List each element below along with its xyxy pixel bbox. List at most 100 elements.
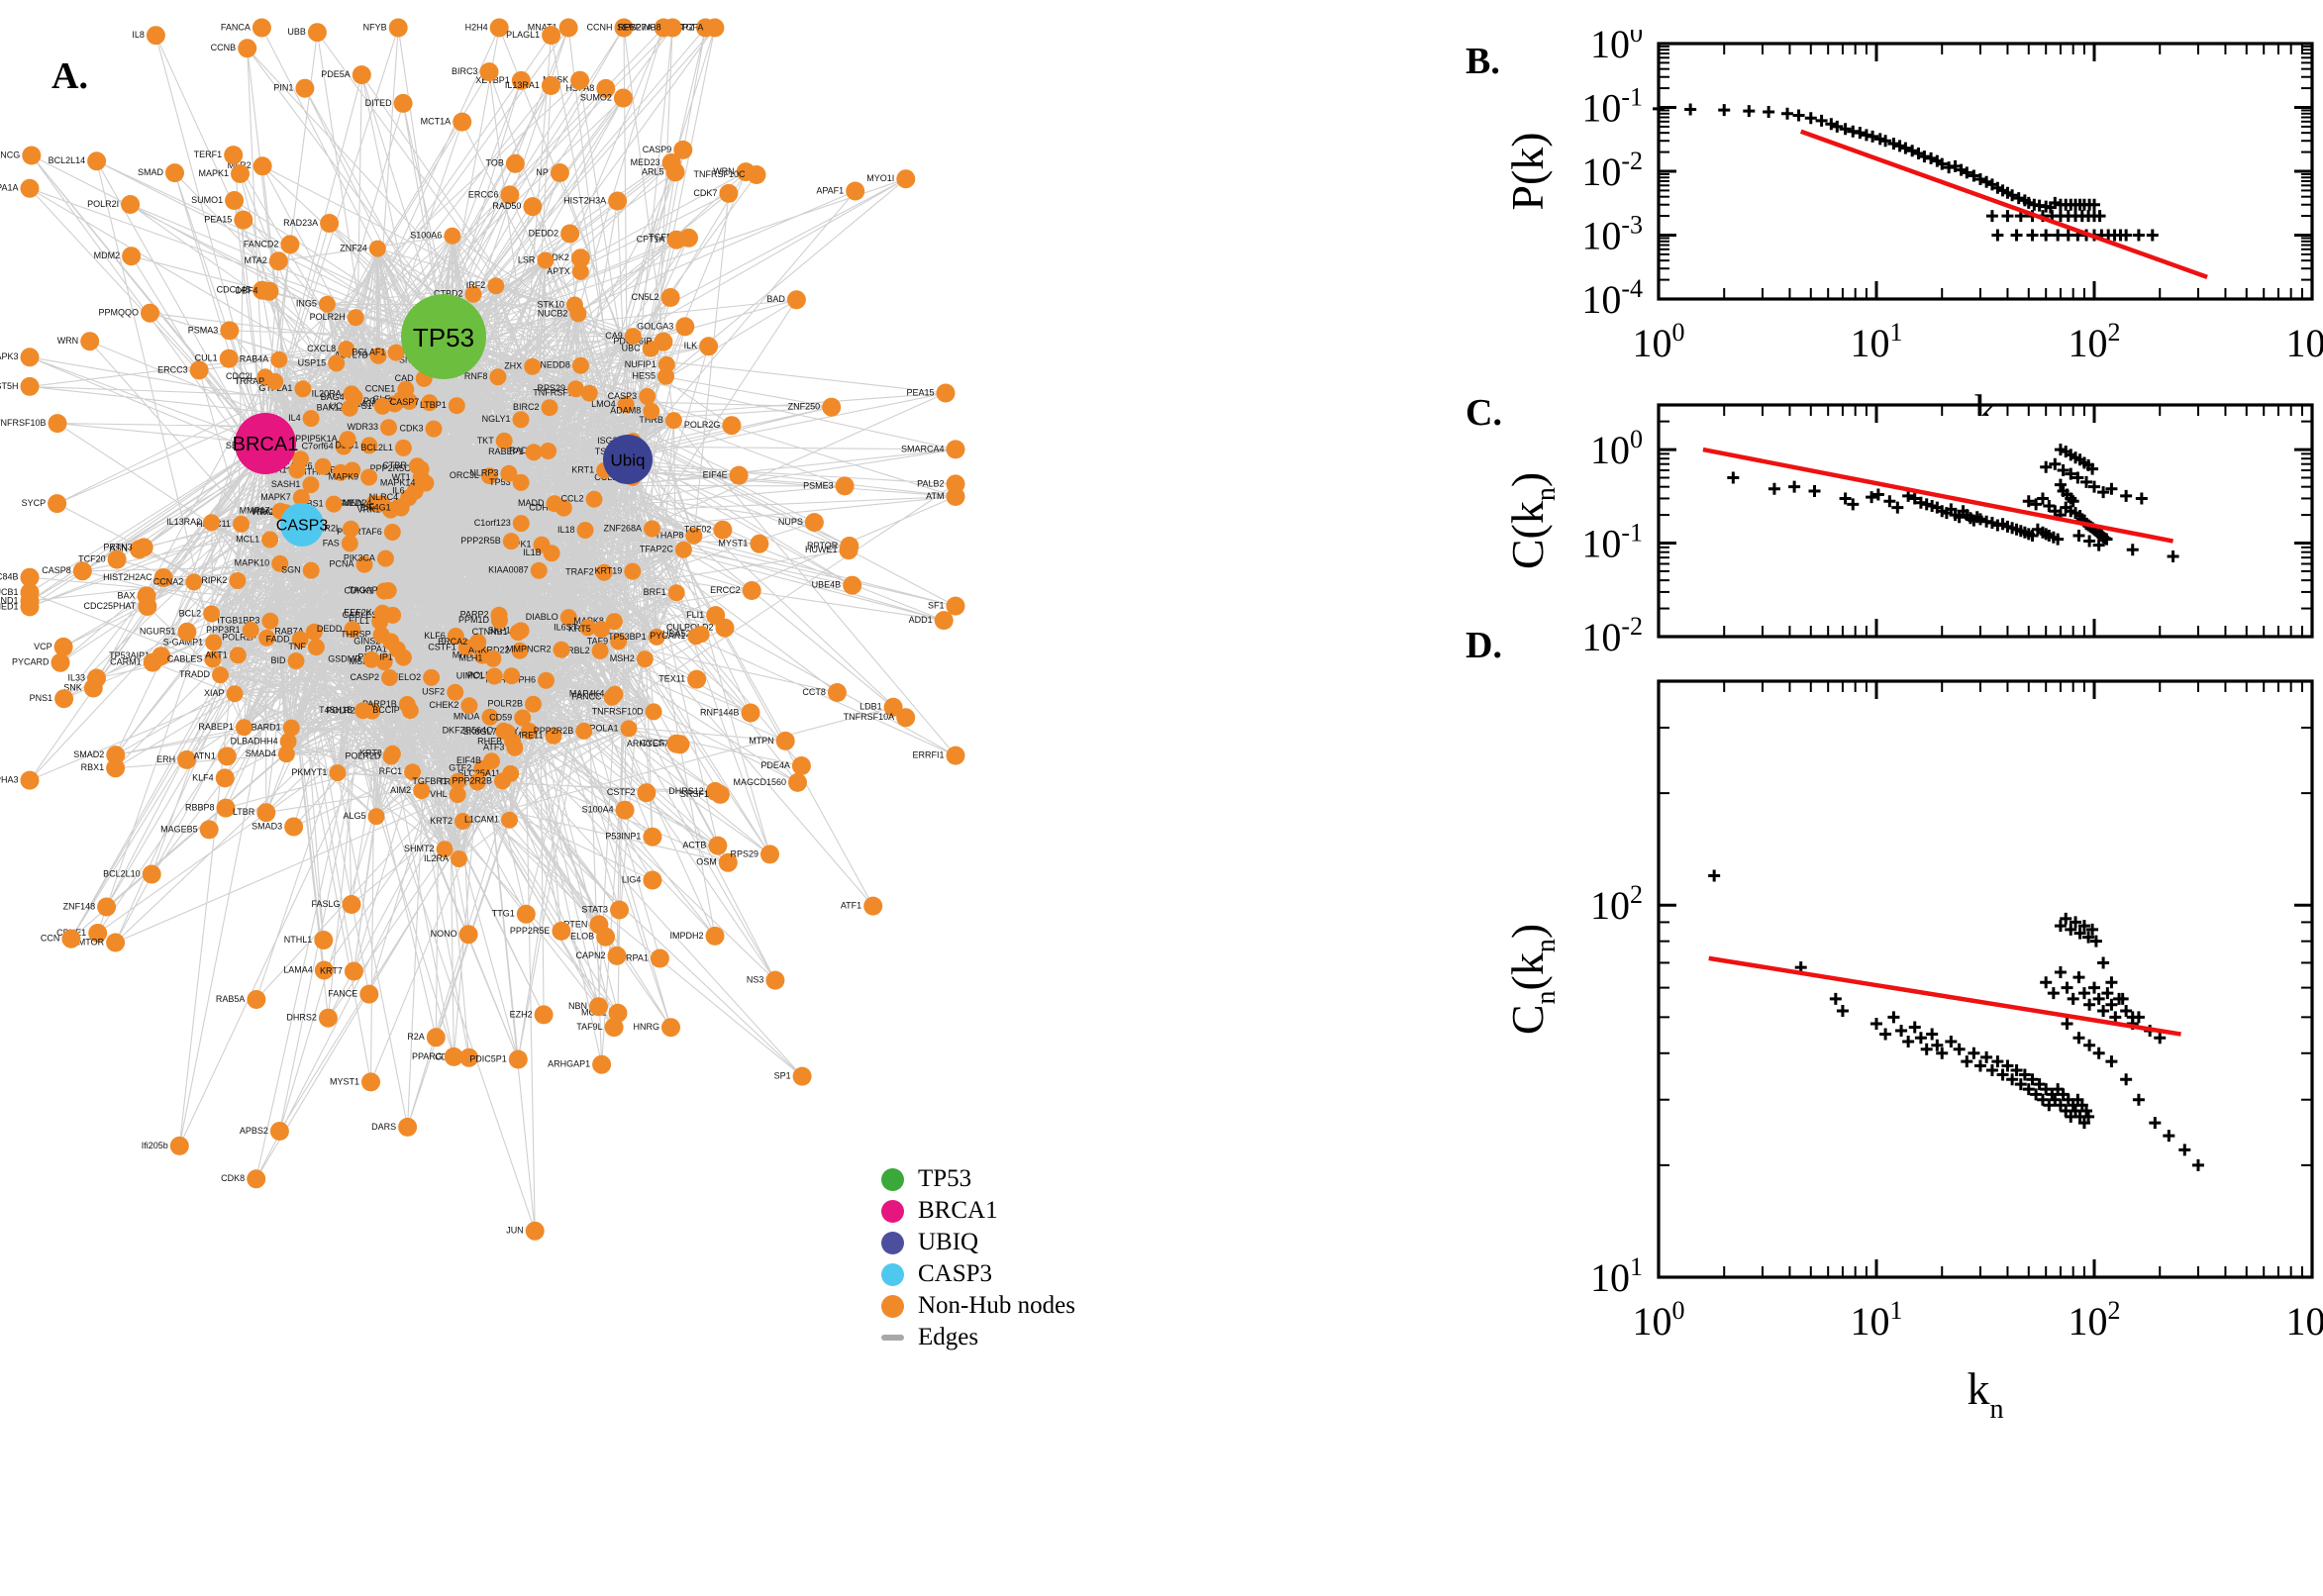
network-node[interactable] bbox=[392, 391, 410, 409]
network-node[interactable] bbox=[153, 568, 173, 587]
network-node[interactable] bbox=[252, 18, 271, 38]
network-node[interactable] bbox=[268, 251, 288, 271]
network-node[interactable] bbox=[288, 461, 306, 479]
network-node[interactable] bbox=[791, 756, 811, 775]
network-node[interactable] bbox=[516, 904, 536, 924]
network-node[interactable] bbox=[835, 476, 855, 496]
network-node[interactable] bbox=[425, 420, 443, 438]
network-node[interactable] bbox=[545, 727, 562, 745]
network-node[interactable] bbox=[314, 960, 334, 980]
network-node[interactable] bbox=[511, 642, 529, 659]
network-node[interactable] bbox=[220, 321, 240, 341]
network-node[interactable] bbox=[666, 230, 686, 249]
network-node[interactable] bbox=[610, 900, 629, 920]
network-node[interactable] bbox=[325, 495, 343, 513]
network-node[interactable] bbox=[87, 668, 106, 688]
network-node[interactable] bbox=[571, 262, 589, 280]
network-node[interactable] bbox=[661, 1018, 680, 1038]
network-node[interactable] bbox=[20, 770, 40, 790]
network-node[interactable] bbox=[436, 841, 454, 858]
network-node[interactable] bbox=[596, 78, 616, 98]
network-node[interactable] bbox=[896, 169, 916, 189]
network-node[interactable] bbox=[624, 562, 642, 580]
network-node[interactable] bbox=[620, 720, 638, 738]
network-node[interactable] bbox=[305, 623, 323, 641]
network-node[interactable] bbox=[359, 984, 379, 1004]
network-node[interactable] bbox=[608, 1003, 628, 1023]
network-node[interactable] bbox=[705, 926, 725, 946]
network-node[interactable] bbox=[491, 612, 508, 630]
network-node[interactable] bbox=[287, 652, 305, 669]
network-node[interactable] bbox=[342, 895, 361, 914]
network-node[interactable] bbox=[494, 772, 511, 790]
network-node[interactable] bbox=[565, 296, 583, 314]
network-node[interactable] bbox=[238, 39, 257, 58]
network-node[interactable] bbox=[553, 641, 570, 658]
network-node[interactable] bbox=[608, 191, 628, 211]
network-node[interactable] bbox=[765, 970, 785, 990]
network-node[interactable] bbox=[72, 561, 92, 581]
network-node[interactable] bbox=[185, 573, 203, 591]
network-node[interactable] bbox=[523, 197, 543, 217]
network-node[interactable] bbox=[387, 344, 405, 361]
network-node[interactable] bbox=[269, 1122, 289, 1141]
network-node[interactable] bbox=[610, 633, 628, 650]
network-node[interactable] bbox=[896, 708, 916, 728]
network-node[interactable] bbox=[706, 606, 726, 626]
network-node[interactable] bbox=[295, 78, 315, 98]
network-node[interactable] bbox=[946, 474, 965, 494]
network-node[interactable] bbox=[512, 622, 530, 640]
network-node[interactable] bbox=[589, 997, 608, 1017]
network-node[interactable] bbox=[592, 621, 610, 639]
network-node[interactable] bbox=[360, 437, 378, 454]
network-node[interactable] bbox=[449, 772, 466, 790]
network-node[interactable] bbox=[215, 768, 235, 788]
network-node[interactable] bbox=[840, 537, 859, 555]
network-node[interactable] bbox=[137, 586, 156, 606]
network-node[interactable] bbox=[481, 708, 499, 726]
network-node[interactable] bbox=[718, 852, 738, 872]
network-node[interactable] bbox=[661, 152, 681, 172]
network-node[interactable] bbox=[261, 612, 279, 630]
network-node[interactable] bbox=[534, 1005, 554, 1025]
network-node[interactable] bbox=[511, 70, 531, 90]
network-node[interactable] bbox=[266, 372, 284, 390]
network-node[interactable] bbox=[607, 946, 627, 965]
network-node[interactable] bbox=[318, 1008, 338, 1028]
network-node[interactable] bbox=[480, 467, 498, 485]
network-node[interactable] bbox=[585, 490, 603, 508]
network-node[interactable] bbox=[520, 723, 538, 740]
network-node[interactable] bbox=[580, 384, 598, 402]
network-node[interactable] bbox=[713, 520, 733, 540]
network-node[interactable] bbox=[604, 1018, 624, 1038]
network-node[interactable] bbox=[360, 468, 378, 486]
network-node[interactable] bbox=[660, 288, 680, 307]
network-node[interactable] bbox=[354, 702, 372, 720]
network-node[interactable] bbox=[53, 637, 73, 656]
network-node[interactable] bbox=[413, 782, 431, 800]
network-node[interactable] bbox=[279, 733, 297, 750]
network-node[interactable] bbox=[487, 277, 505, 295]
network-node[interactable] bbox=[203, 514, 221, 532]
network-node[interactable] bbox=[792, 1066, 812, 1086]
network-node[interactable] bbox=[530, 561, 548, 579]
network-node[interactable] bbox=[329, 764, 347, 782]
network-node[interactable] bbox=[80, 332, 100, 351]
network-node[interactable] bbox=[570, 70, 590, 90]
network-node[interactable] bbox=[489, 368, 507, 386]
network-node[interactable] bbox=[169, 1136, 189, 1155]
network-node[interactable] bbox=[379, 582, 397, 599]
network-node[interactable] bbox=[177, 622, 197, 642]
network-node[interactable] bbox=[543, 545, 560, 562]
network-node[interactable] bbox=[205, 634, 223, 651]
network-node[interactable] bbox=[368, 240, 386, 257]
network-node[interactable] bbox=[500, 185, 520, 205]
network-node[interactable] bbox=[883, 697, 903, 717]
network-node[interactable] bbox=[788, 772, 807, 792]
network-node[interactable] bbox=[559, 609, 577, 627]
network-node[interactable] bbox=[122, 247, 142, 266]
network-node[interactable] bbox=[259, 281, 279, 301]
network-node[interactable] bbox=[282, 719, 300, 737]
network-node[interactable] bbox=[291, 631, 309, 648]
network-node[interactable] bbox=[708, 836, 728, 855]
